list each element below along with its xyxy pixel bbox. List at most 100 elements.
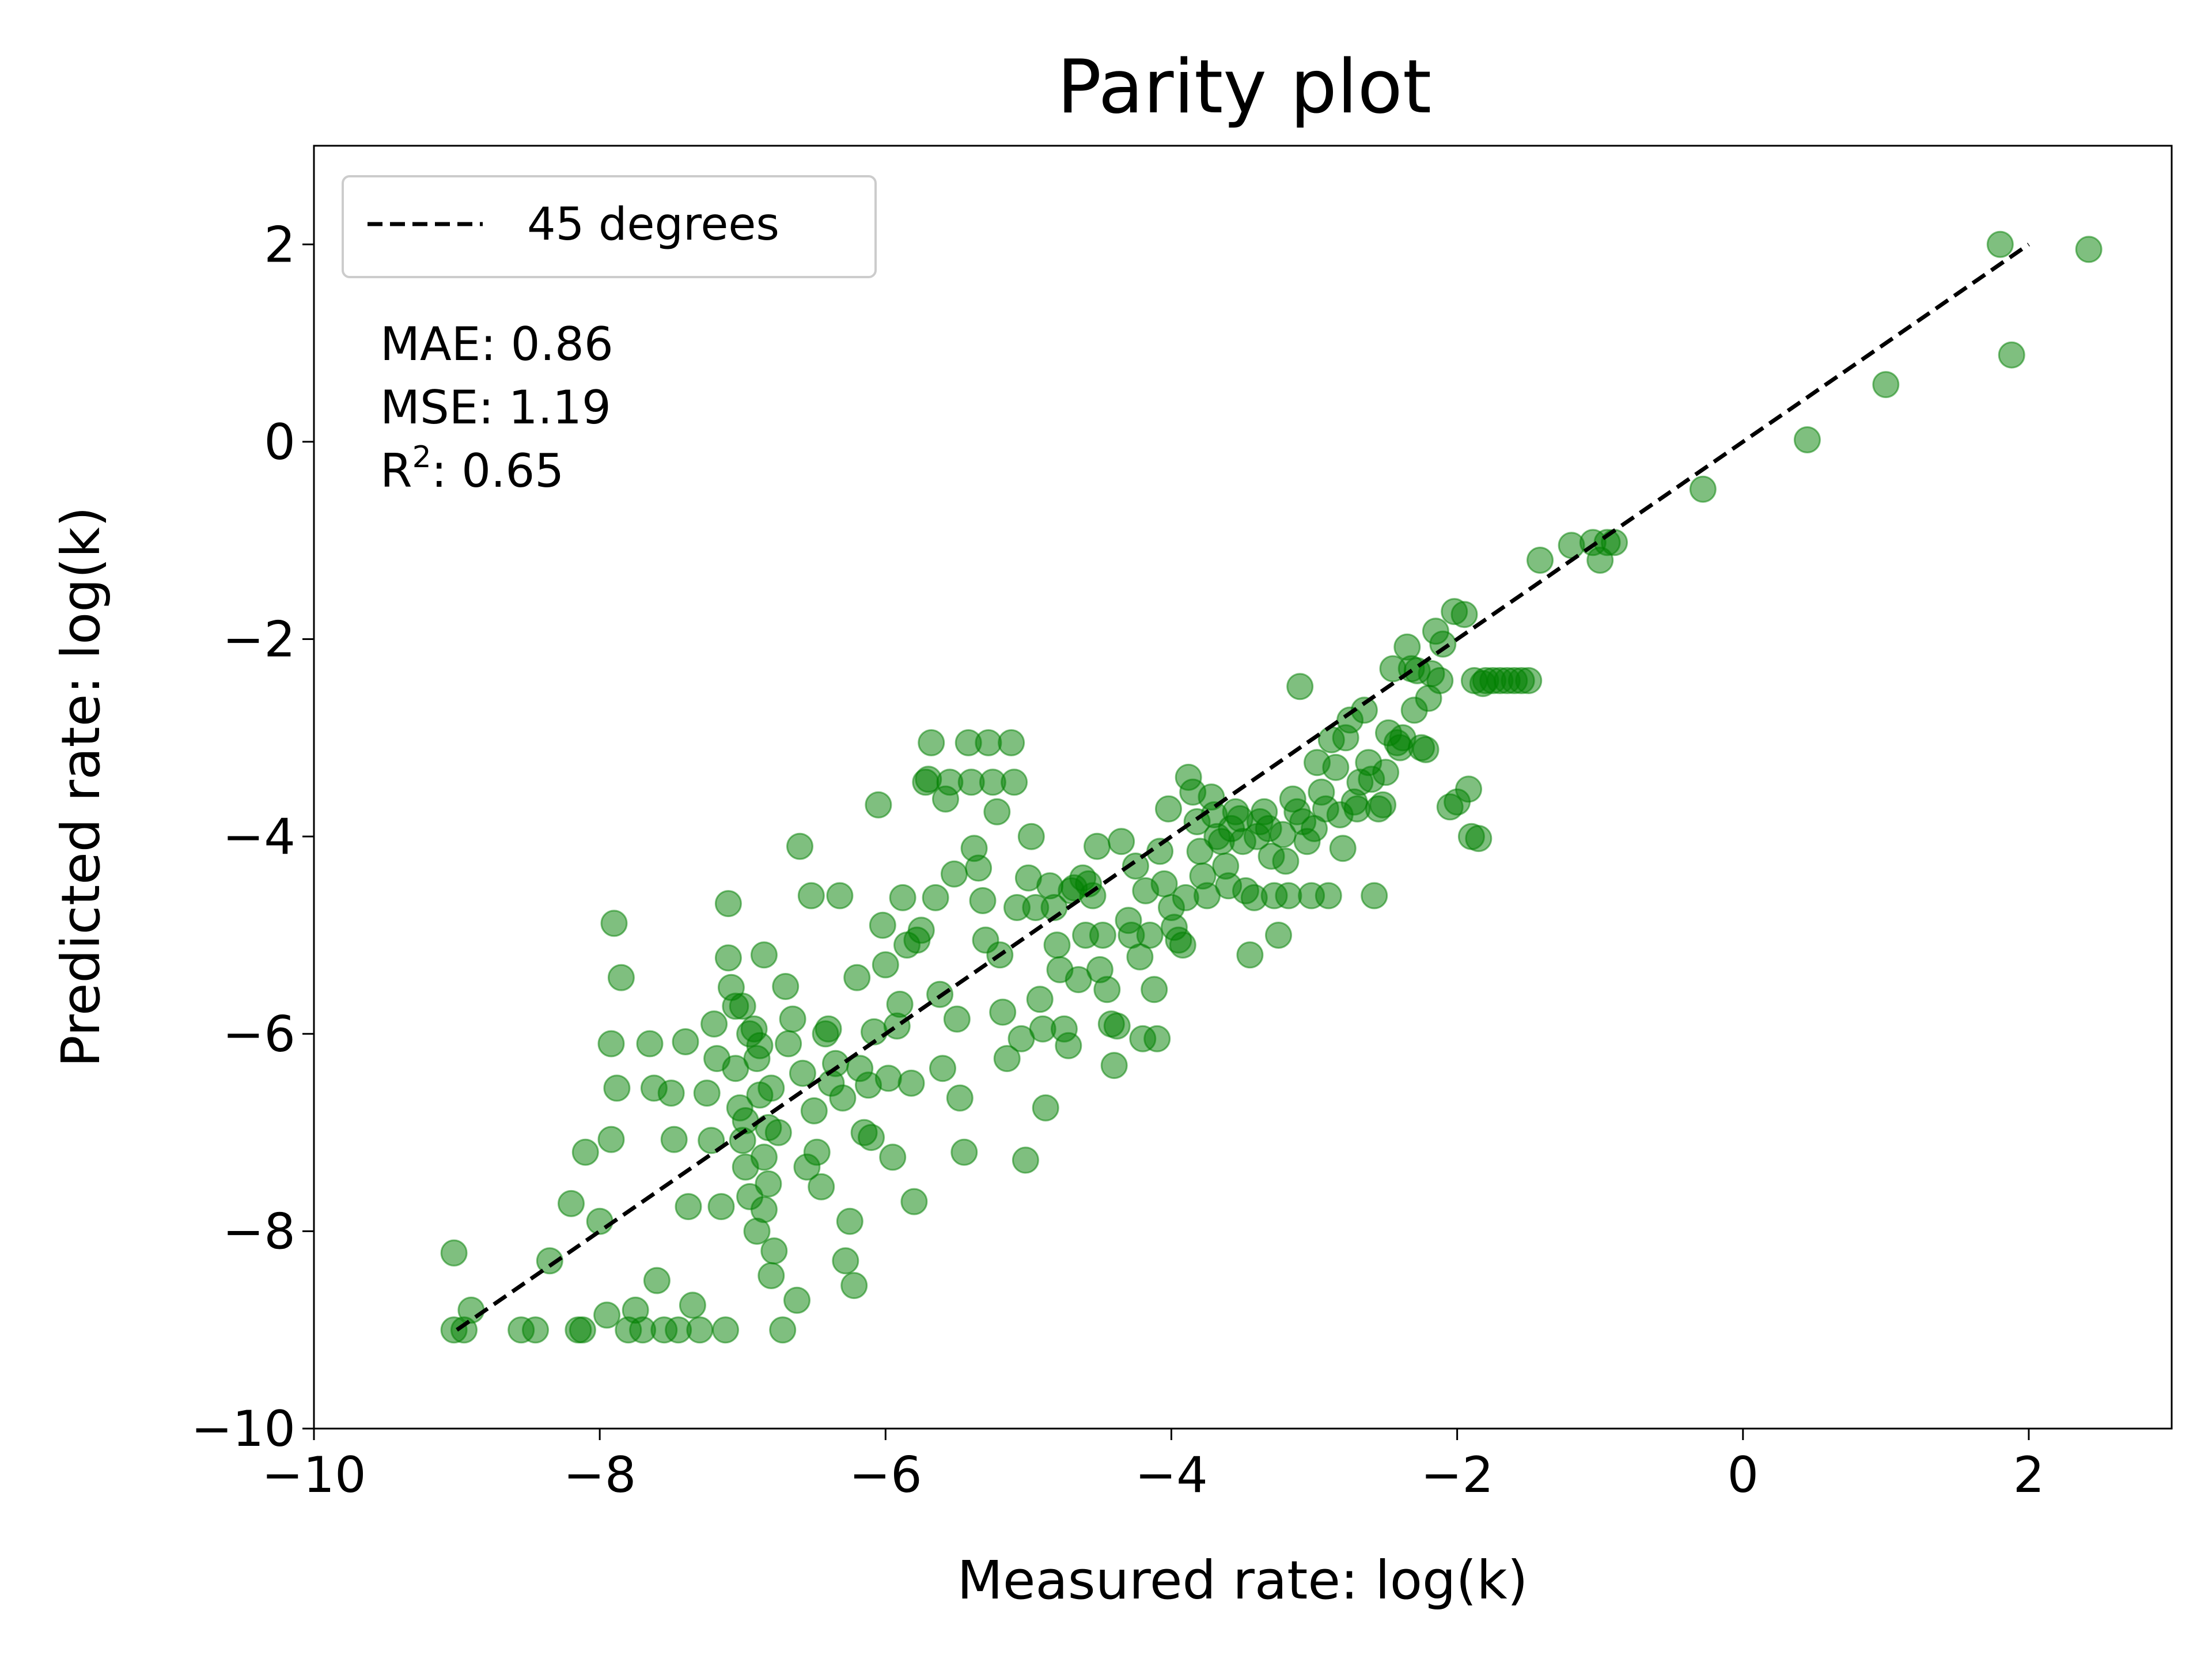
data-point bbox=[457, 1296, 485, 1324]
data-point bbox=[897, 1069, 925, 1097]
stats-annotation: MAE: 0.86 MSE: 1.19 R2: 0.65 bbox=[380, 317, 613, 498]
data-point bbox=[1043, 931, 1071, 959]
data-point bbox=[536, 1247, 563, 1275]
data-point bbox=[1108, 828, 1135, 855]
data-point bbox=[1998, 341, 2025, 369]
data-point bbox=[775, 1030, 802, 1058]
data-point bbox=[1329, 835, 1357, 862]
legend-box bbox=[342, 175, 877, 278]
data-point bbox=[1122, 853, 1149, 880]
data-point bbox=[1429, 630, 1457, 658]
legend: 45 degrees bbox=[342, 175, 877, 278]
data-point bbox=[1093, 976, 1121, 1003]
data-point bbox=[1001, 768, 1028, 796]
data-point bbox=[657, 1080, 685, 1107]
data-point bbox=[636, 1030, 664, 1058]
data-point bbox=[829, 1084, 857, 1112]
y-tick-label: 0 bbox=[264, 414, 296, 471]
data-point bbox=[569, 1316, 596, 1344]
x-tick-label: −8 bbox=[563, 1446, 637, 1504]
data-point bbox=[789, 1059, 816, 1087]
data-point bbox=[1026, 986, 1054, 1013]
mse-text: MSE: 1.19 bbox=[380, 381, 611, 434]
scatter-points bbox=[440, 230, 2103, 1344]
data-point bbox=[900, 1188, 928, 1215]
data-point bbox=[743, 1045, 771, 1073]
data-point bbox=[800, 1097, 828, 1124]
data-point bbox=[1155, 795, 1182, 823]
data-point bbox=[803, 1138, 831, 1166]
data-point bbox=[889, 884, 916, 911]
data-point bbox=[1079, 882, 1107, 910]
data-point bbox=[965, 854, 993, 882]
x-tick-label: 2 bbox=[2013, 1446, 2045, 1504]
x-tick-label: −2 bbox=[1421, 1446, 1494, 1504]
data-point bbox=[643, 1267, 671, 1294]
data-point bbox=[993, 1045, 1021, 1073]
x-tick-label: −6 bbox=[849, 1446, 922, 1504]
data-point bbox=[712, 1316, 739, 1344]
data-point bbox=[757, 1074, 785, 1102]
data-point bbox=[586, 1207, 613, 1235]
data-point bbox=[1275, 882, 1302, 910]
data-point bbox=[786, 832, 813, 860]
x-tick-label: −10 bbox=[262, 1446, 366, 1504]
y-tick-label: −6 bbox=[222, 1006, 296, 1063]
data-point bbox=[675, 1193, 702, 1221]
y-axis-label: Predicted rate: log(k) bbox=[50, 506, 112, 1067]
data-point bbox=[879, 1143, 907, 1171]
data-point bbox=[869, 911, 896, 939]
data-point bbox=[764, 1119, 792, 1146]
reference-line-45-degrees bbox=[456, 243, 2030, 1332]
data-point bbox=[714, 890, 742, 918]
data-point bbox=[1872, 371, 1900, 399]
data-point bbox=[757, 1262, 785, 1289]
data-point bbox=[1089, 922, 1116, 949]
data-point bbox=[558, 1190, 585, 1217]
data-point bbox=[797, 882, 825, 910]
data-point bbox=[700, 1010, 728, 1038]
data-point bbox=[571, 1138, 599, 1166]
data-point bbox=[975, 729, 1002, 756]
data-point bbox=[808, 1173, 835, 1200]
x-axis-ticks: −10 −8 −6 −4 −2 0 2 bbox=[262, 1429, 2044, 1504]
data-point bbox=[815, 1015, 842, 1043]
data-point bbox=[750, 1143, 778, 1171]
y-axis-ticks: −10 −8 −6 −4 −2 0 2 bbox=[191, 216, 314, 1458]
data-point bbox=[940, 860, 968, 888]
data-point bbox=[886, 990, 914, 1018]
x-axis-label: Measured rate: log(k) bbox=[957, 1550, 1528, 1611]
data-point bbox=[769, 1316, 797, 1344]
r2-text: R2: 0.65 bbox=[380, 440, 564, 498]
legend-label: 45 degrees bbox=[527, 199, 779, 251]
data-point bbox=[1236, 941, 1264, 969]
data-point bbox=[946, 1084, 974, 1112]
data-point bbox=[1265, 922, 1292, 949]
data-point bbox=[1272, 847, 1300, 875]
mae-text: MAE: 0.86 bbox=[380, 317, 613, 371]
data-point bbox=[714, 944, 742, 972]
data-point bbox=[836, 1207, 863, 1235]
data-point bbox=[1100, 1052, 1128, 1080]
data-point bbox=[1169, 931, 1196, 959]
r2-prefix: R bbox=[380, 444, 412, 498]
x-tick-label: −4 bbox=[1135, 1446, 1208, 1504]
r2-superscript: 2 bbox=[412, 440, 431, 475]
x-tick-label: 0 bbox=[1727, 1446, 1759, 1504]
data-point bbox=[729, 993, 756, 1020]
data-point bbox=[1412, 736, 1440, 763]
data-point bbox=[983, 798, 1011, 825]
y-tick-label: 2 bbox=[264, 216, 296, 274]
data-point bbox=[1136, 922, 1164, 949]
data-point bbox=[783, 1286, 810, 1314]
data-point bbox=[840, 1272, 868, 1300]
data-point bbox=[1369, 791, 1397, 819]
data-point bbox=[1450, 601, 1478, 628]
y-tick-label: −8 bbox=[222, 1203, 296, 1260]
y-tick-label: −4 bbox=[222, 808, 296, 866]
data-point bbox=[600, 910, 628, 937]
data-point bbox=[597, 1126, 625, 1153]
data-point bbox=[929, 1055, 956, 1082]
data-point bbox=[843, 964, 871, 991]
data-point bbox=[760, 1237, 788, 1265]
